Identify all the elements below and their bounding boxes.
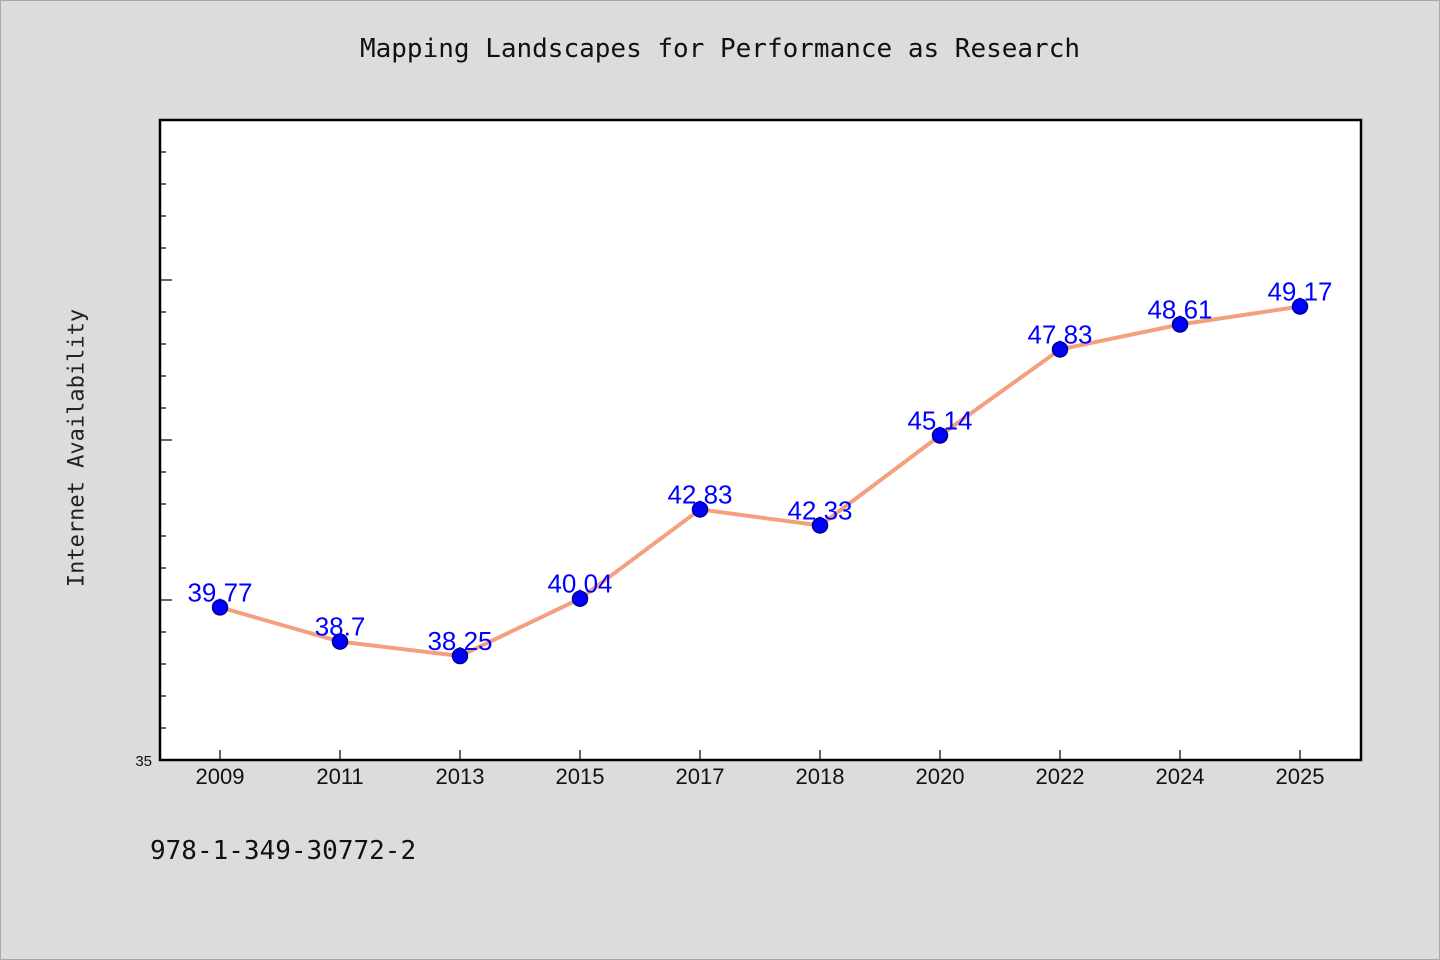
x-tick-label: 2013	[436, 764, 485, 789]
data-point	[691, 501, 709, 518]
x-tick-label: 2017	[676, 764, 725, 789]
data-label: 42.83	[667, 479, 732, 509]
data-label: 47.83	[1027, 319, 1092, 349]
data-label: 40.04	[547, 569, 612, 599]
data-point	[1051, 341, 1069, 358]
data-label: 45.14	[907, 406, 972, 436]
data-point	[811, 517, 829, 534]
data-label: 48.61	[1147, 294, 1212, 324]
series-markers	[211, 298, 1309, 665]
data-label: 42.33	[787, 495, 852, 525]
data-label: 39.77	[187, 577, 252, 607]
x-axis-ticks: 2009 2011 2013 2015 2017 2018 2020 2022 2024 2025	[196, 750, 1325, 789]
data-label: 49.17	[1267, 277, 1332, 307]
y-axis-ticks: 35	[135, 151, 172, 770]
series-line	[218, 304, 1302, 658]
data-point	[451, 647, 469, 665]
x-tick-label: 2020	[916, 764, 965, 789]
chart-title: Mapping Landscapes for Performance as Re…	[359, 34, 1081, 64]
y-tick-label: 35	[135, 753, 152, 770]
data-point	[931, 427, 949, 444]
x-tick-label: 2024	[1156, 764, 1205, 789]
data-point	[1171, 316, 1189, 333]
data-point	[211, 599, 229, 616]
data-point	[331, 633, 349, 650]
data-label: 38.25	[427, 626, 492, 656]
data-point	[1291, 298, 1309, 315]
x-tick-label: 2009	[196, 764, 245, 789]
data-point	[571, 590, 589, 607]
x-tick-label: 2015	[556, 764, 605, 789]
x-tick-label: 2025	[1276, 764, 1325, 789]
x-tick-label: 2022	[1036, 764, 1085, 789]
plot-area	[158, 118, 1363, 762]
x-tick-label: 2018	[796, 764, 845, 789]
x-tick-label: 2011	[316, 764, 363, 789]
data-label: 38.7	[315, 612, 366, 642]
isbn-text: 978-1-349-30772-2	[150, 836, 417, 866]
data-labels: 39.77 38.7 38.25 40.04 42.83 42.33 45.14 47.83 4…	[187, 277, 1332, 656]
